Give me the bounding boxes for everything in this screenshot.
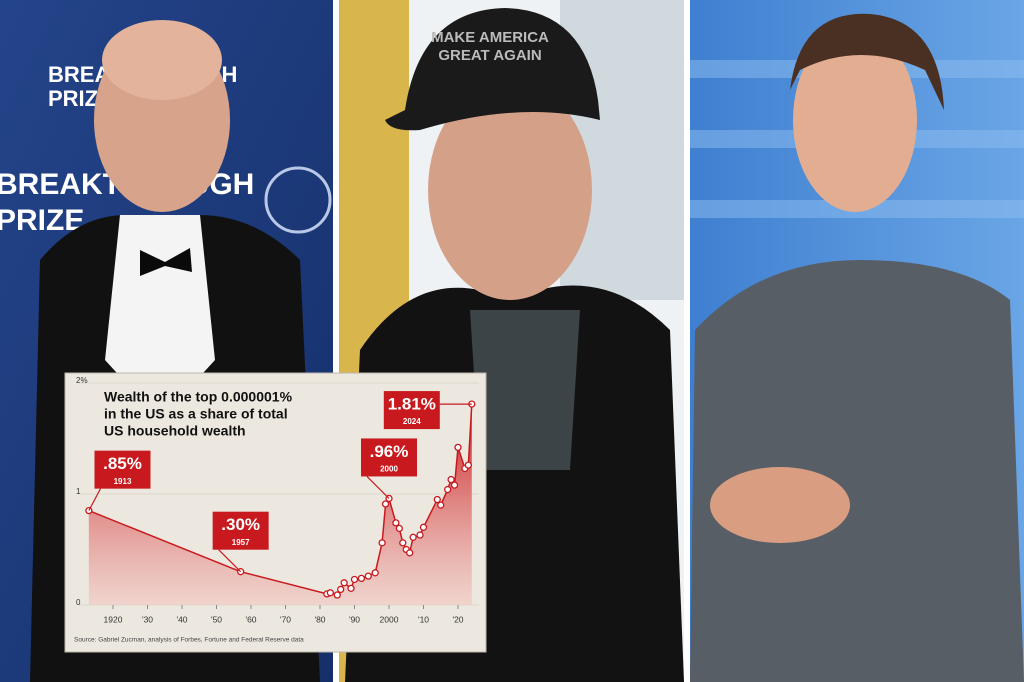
x-tick-label: '30 [142, 614, 153, 624]
point [416, 531, 424, 539]
x-tick-label: '90 [349, 614, 360, 624]
x-tick-label: '70 [280, 614, 291, 624]
point [381, 500, 390, 508]
photo-right [690, 0, 1024, 682]
point [392, 519, 400, 527]
x-tick-label: '60 [245, 614, 256, 624]
point [85, 506, 93, 515]
annotation-leader [366, 476, 390, 499]
y-tick-label: 2% [76, 376, 88, 385]
x-tick-label: '20 [452, 614, 463, 624]
value-label: 1.81% [388, 395, 436, 414]
source: Source: Gabriel Zucman, analysis of Forb… [74, 637, 304, 644]
point [326, 589, 335, 597]
photo-middle: MAKE AMERICA GREAT AGAIN [339, 0, 684, 682]
point [433, 495, 441, 504]
y-tick-label: 0 [76, 598, 81, 607]
point [419, 523, 428, 531]
point [450, 481, 459, 489]
value-label-year: 1957 [232, 538, 250, 547]
y-tick-label: 1 [76, 487, 81, 496]
value-label-year: 1913 [114, 477, 132, 486]
chart-title: in the US as a share of total [104, 406, 288, 422]
value-label: .30% [221, 515, 260, 534]
cap-text: GREAT AGAIN [438, 47, 541, 64]
value-label: .85% [103, 454, 142, 473]
point [406, 549, 414, 557]
annotation-leader [218, 549, 242, 573]
annotation-leader [88, 488, 102, 511]
point [443, 485, 452, 494]
annotation-box [383, 391, 440, 430]
point [347, 584, 355, 592]
point [378, 539, 386, 547]
annotation-box [212, 511, 269, 550]
x-tick-label: 1920 [104, 614, 123, 624]
x-tick-label: '50 [211, 614, 222, 624]
value-label: .96% [370, 442, 409, 461]
point [409, 533, 417, 541]
point [371, 569, 379, 577]
point [357, 574, 366, 583]
point [454, 443, 462, 452]
x-tick-label: '40 [176, 614, 187, 624]
annotation-box [94, 450, 151, 489]
area [88, 404, 472, 605]
point [333, 591, 341, 599]
value-label-year: 2024 [403, 417, 421, 426]
chart: Wealth of the top 0.000001% in the US as… [74, 376, 479, 644]
chart-title: Wealth of the top 0.000001% [104, 389, 293, 405]
annotation-box [361, 438, 417, 477]
point [437, 501, 445, 509]
cap-text: MAKE AMERICA [431, 29, 549, 46]
backdrop-text: PRIZE [0, 204, 84, 237]
point [447, 475, 455, 484]
x-tick-label: '10 [418, 614, 429, 624]
x-tick-label: '80 [314, 614, 325, 624]
point [340, 579, 348, 587]
value-label-year: 2000 [380, 465, 398, 474]
point [464, 461, 473, 469]
point [350, 575, 359, 584]
point [337, 585, 345, 594]
point [395, 524, 404, 533]
point [364, 572, 372, 580]
x-tick-label: 2000 [380, 614, 399, 624]
chart-title: US household wealth [104, 423, 246, 439]
point [399, 539, 407, 547]
